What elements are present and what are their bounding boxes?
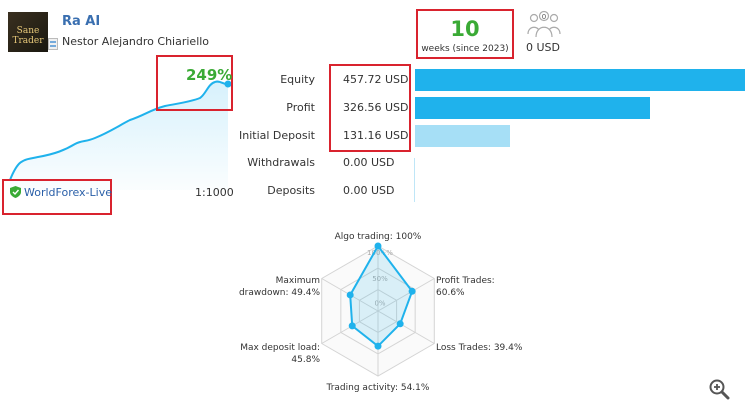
signal-avatar: Sane Trader — [8, 12, 48, 52]
weeks-value: 10 — [450, 17, 480, 41]
zoom-icon[interactable] — [708, 378, 730, 400]
radar-point — [408, 287, 416, 295]
radar-axis-label: Maximum drawdown: 49.4% — [239, 276, 321, 298]
growth-value: 249% — [186, 66, 233, 84]
growth-chart — [9, 80, 232, 190]
signal-name[interactable]: Ra AI — [62, 14, 101, 29]
author-name[interactable]: Nestor Alejandro Chiariello — [62, 35, 210, 48]
stat-bar — [415, 125, 510, 147]
radar-point — [346, 291, 354, 299]
growth-end-point — [224, 80, 232, 88]
broker-highlight-box — [2, 179, 112, 215]
stat-label: Initial Deposit — [239, 129, 315, 142]
people-icon: 0 — [527, 10, 561, 38]
country-flag-icon — [48, 38, 58, 50]
stat-label: Deposits — [267, 184, 315, 197]
radar-axis-label: Profit Trades: 60.6% — [436, 276, 495, 298]
stat-value: 457.72 USD — [343, 73, 409, 86]
radar-axis-label: Max deposit load: 45.8% — [240, 343, 320, 365]
stat-value: 0.00 USD — [343, 156, 395, 169]
radar-scale-label: 50% — [372, 275, 388, 283]
radar-chart: 100+% 50% 0% Algo trading: 100% Profit Trade… — [239, 232, 523, 393]
growth-highlight-box — [156, 55, 233, 111]
avatar-text: Sane Trader — [12, 26, 44, 46]
stat-label: Profit — [286, 101, 315, 114]
stat-label: Withdrawals — [247, 156, 315, 169]
subscribers-count: 0 — [542, 13, 546, 21]
leverage-value: 1:1000 — [195, 186, 234, 199]
radar-axis-label: Algo trading: 100% — [335, 232, 422, 242]
subscribers-funds: 0 USD — [526, 41, 560, 54]
radar-scale-label: 100+% — [367, 249, 393, 257]
growth-area — [10, 81, 228, 190]
shield-check-icon — [10, 186, 21, 198]
stat-bar — [415, 97, 650, 119]
radar-point — [396, 320, 404, 328]
stat-value: 326.56 USD — [343, 101, 409, 114]
radar-axis-line — [377, 278, 435, 312]
stat-label: Equity — [280, 73, 315, 86]
radar-axis-label: Loss Trades: 39.4% — [436, 343, 523, 353]
stat-bar — [415, 69, 745, 91]
radar-scale-label: 0% — [374, 300, 385, 308]
bar-baseline — [414, 158, 415, 202]
growth-line — [9, 80, 229, 181]
radar-point — [374, 242, 382, 250]
stat-value: 0.00 USD — [343, 184, 395, 197]
stat-value: 131.16 USD — [343, 129, 409, 142]
radar-point — [348, 322, 356, 330]
radar-point — [374, 342, 382, 350]
stats-highlight-box — [329, 64, 411, 152]
radar-axis-line — [377, 310, 435, 344]
radar-axis-label: Trading activity: 54.1% — [326, 383, 430, 393]
broker-link[interactable]: WorldForex-Live — [24, 186, 112, 199]
weeks-highlight-box: 10 weeks (since 2023) — [416, 9, 514, 59]
weeks-label: weeks (since 2023) — [421, 44, 509, 54]
